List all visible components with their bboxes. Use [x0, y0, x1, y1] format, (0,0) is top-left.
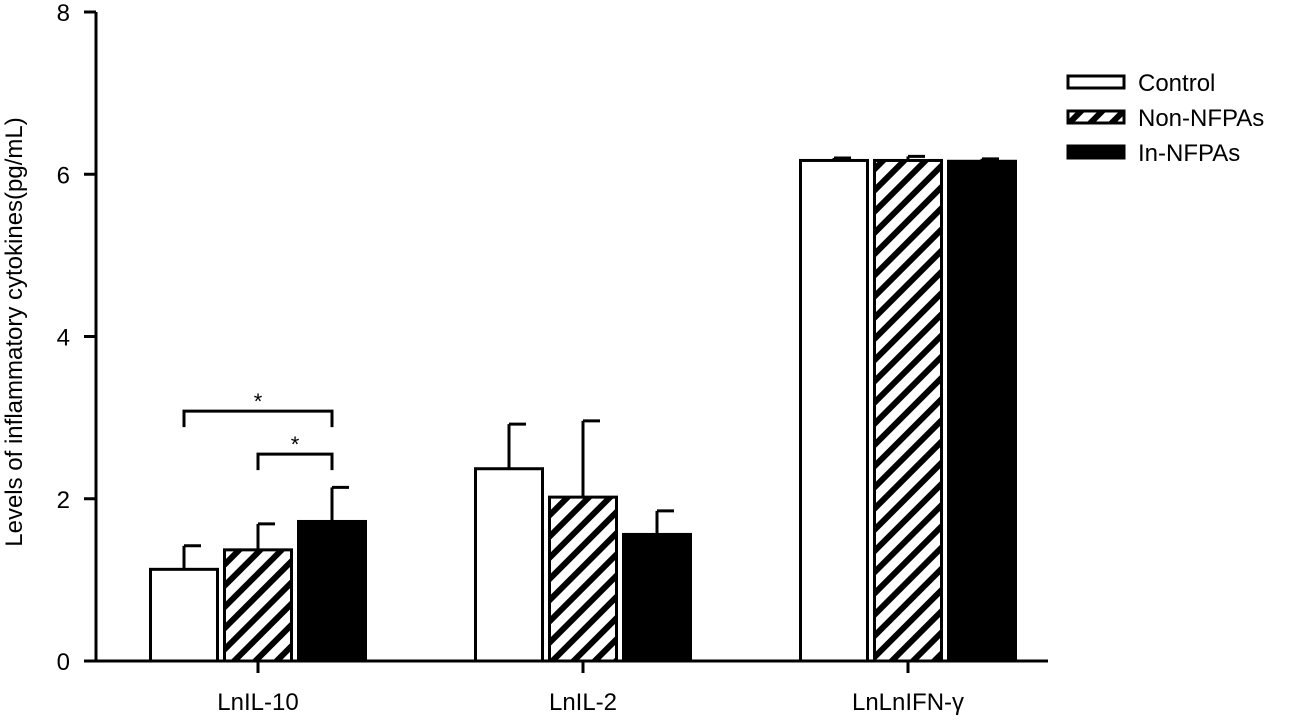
legend-swatch — [1066, 144, 1126, 160]
legend-label: Non-NFPAs — [1138, 105, 1264, 132]
significance-label: * — [291, 432, 300, 457]
bar — [474, 467, 544, 663]
bar — [799, 158, 869, 663]
legend-swatch — [1066, 109, 1126, 125]
y-tick-label: 4 — [57, 325, 70, 352]
significance-brackets: ** — [182, 389, 334, 471]
legend-label: Control — [1138, 70, 1215, 97]
x-tick-label: LnLnIFN-γ — [852, 689, 964, 716]
bars — [149, 158, 1017, 663]
legend-label: In-NFPAs — [1138, 140, 1240, 167]
bar — [622, 532, 692, 663]
y-tick-label: 0 — [57, 649, 70, 676]
legend: Control Non-NFPAs In-NFPAs — [1066, 70, 1264, 167]
bar — [873, 158, 943, 663]
x-tick-label: LnIL-10 — [217, 689, 298, 716]
bar — [149, 567, 219, 663]
significance-bracket — [256, 452, 334, 471]
y-tick-label: 2 — [57, 487, 70, 514]
error-bars — [182, 154, 999, 570]
significance-label: * — [254, 389, 263, 414]
bar — [548, 495, 618, 663]
y-tick-label: 8 — [57, 0, 70, 27]
x-tick-label: LnIL-2 — [549, 689, 617, 716]
legend-swatch — [1066, 74, 1126, 90]
bar — [223, 548, 293, 663]
bar — [297, 519, 367, 663]
y-axis-label: Levels of inflammatory cytokines(pg/mL) — [1, 117, 28, 547]
y-tick-label: 6 — [57, 162, 70, 189]
bar — [947, 159, 1017, 663]
significance-bracket — [182, 409, 334, 428]
